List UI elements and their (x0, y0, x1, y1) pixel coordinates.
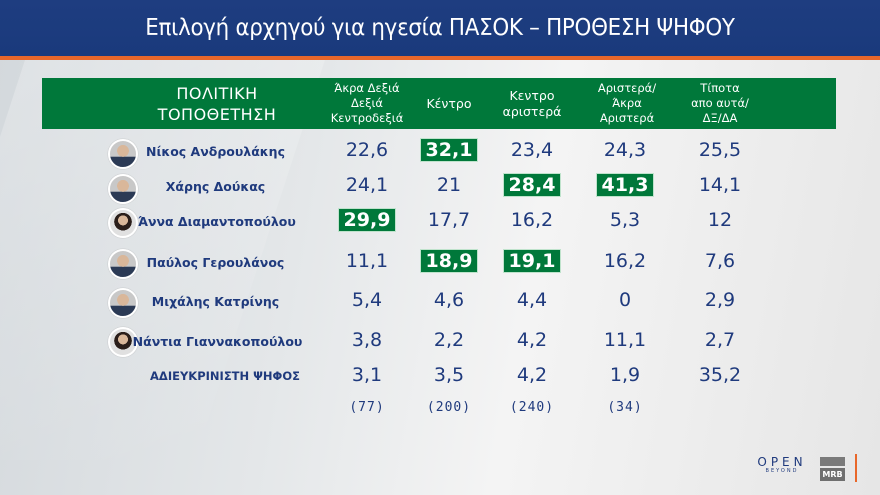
column-header-line: Άκρα (612, 96, 642, 110)
table-row: Νίκος Ανδρουλάκης 22,6 32,1 23,4 24,3 25… (0, 135, 880, 169)
value-cell: 4,2 (516, 364, 548, 386)
value-cell: 3,1 (351, 364, 383, 386)
column-header-center: Κέντρο (414, 78, 484, 129)
row-header-line: ΠΟΛΙΤΙΚΗ (176, 83, 258, 103)
column-header-line: απο αυτά/ (691, 96, 749, 110)
value-cell: 24,3 (603, 139, 647, 161)
column-header-none: Τίποτα απο αυτά/ΔΞ/ΔΑ (680, 78, 760, 129)
value-cell: 2,2 (433, 329, 465, 351)
value-cell: 25,5 (698, 139, 742, 161)
value-cell: 3,8 (351, 329, 383, 351)
candidate-name: Χάρης Δούκας (165, 179, 266, 194)
mrb-logo: MRB (820, 457, 845, 481)
column-header-line: Κεντροδεξιά (330, 111, 404, 125)
value-cell: 17,7 (427, 209, 471, 231)
value-cell: 0 (618, 289, 632, 311)
page-title: Επιλογή αρχηγού για ηγεσία ΠΑΣΟΚ – ΠΡΟΘΕ… (145, 15, 735, 41)
open-logo-text: OPEN (757, 455, 807, 469)
value-cell: 4,6 (433, 289, 465, 311)
value-cell-highlighted: 29,9 (332, 208, 402, 232)
column-header-line: Κεντρο (509, 87, 555, 103)
column-header-line: ΔΞ/ΔΑ (702, 111, 738, 125)
value-cell: 2,7 (704, 329, 736, 351)
column-header-line: Κέντρο (426, 96, 472, 111)
value-cell: 21 (436, 174, 462, 196)
avatar (108, 208, 138, 238)
value-cell: 11,1 (603, 329, 647, 351)
value-cell: 4,4 (516, 289, 548, 311)
accent-divider (0, 56, 880, 60)
candidate-name: Νάντια Γιαννακοπούλου (132, 334, 303, 349)
table-row: ΑΔΙΕΥΚΡΙΝΙΣΤΗ ΨΗΦΟΣ 3,1 3,5 4,2 1,9 35,2 (0, 360, 880, 394)
accent-bar (855, 454, 857, 482)
sample-size: (34) (607, 400, 643, 415)
sample-size: (77) (349, 400, 385, 415)
value-cell: 23,4 (510, 139, 554, 161)
column-header-center-left: Κεντρο αριστερά (497, 78, 567, 129)
sample-size: (200) (426, 400, 472, 415)
avatar (108, 327, 138, 357)
table-row: Μιχάλης Κατρίνης 5,4 4,6 4,4 0 2,9 (0, 285, 880, 319)
mrb-logo-bar (820, 457, 845, 466)
table-row: Χάρης Δούκας 24,1 21 28,4 41,3 14,1 (0, 170, 880, 204)
value-cell: 11,1 (345, 250, 389, 272)
open-logo-subtext: BEYOND (765, 468, 799, 474)
value-cell: 35,2 (698, 364, 742, 386)
value-cell: 5,3 (609, 209, 641, 231)
value-cell: 2,9 (704, 289, 736, 311)
candidate-name: Άννα Διαμαντοπούλου (138, 214, 296, 229)
column-header-line: Άκρα Δεξιά (334, 81, 400, 95)
value-cell: 7,6 (704, 250, 736, 272)
value-cell: 4,2 (516, 329, 548, 351)
table-header: ΠΟΛΙΤΙΚΗ ΤΟΠΟΘΕΤΗΣΗ Άκρα Δεξιά Δεξιά Κεντρο… (42, 78, 836, 129)
value-cell: 12 (707, 209, 733, 231)
value-cell-highlighted: 19,1 (497, 249, 567, 273)
value-cell: 16,2 (510, 209, 554, 231)
value-cell: 16,2 (603, 250, 647, 272)
undecided-label: ΑΔΙΕΥΚΡΙΝΙΣΤΗ ΨΗΦΟΣ (150, 369, 300, 383)
column-header-line: Αριστερά/ (597, 81, 657, 95)
value-cell: 14,1 (698, 174, 742, 196)
value-cell-highlighted: 18,9 (414, 249, 484, 273)
value-cell: 5,4 (351, 289, 383, 311)
open-logo: OPEN BEYOND (757, 455, 807, 474)
sample-size-row: (77) (200) (240) (34) (0, 398, 880, 432)
column-header-right: Άκρα Δεξιά Δεξιά Κεντροδεξιά (327, 78, 407, 129)
avatar (108, 288, 138, 318)
mrb-logo-text: MRB (820, 468, 845, 481)
candidate-name: Παύλος Γερουλάνος (146, 255, 285, 270)
value-cell-highlighted: 32,1 (414, 138, 484, 162)
sample-size: (240) (509, 400, 555, 415)
table-row: Άννα Διαμαντοπούλου 29,9 17,7 16,2 5,3 1… (0, 205, 880, 239)
value-cell-highlighted: 41,3 (590, 173, 660, 197)
value-cell: 24,1 (345, 174, 389, 196)
table-row: Νάντια Γιαννακοπούλου 3,8 2,2 4,2 11,1 2… (0, 325, 880, 359)
candidate-name: Νίκος Ανδρουλάκης (145, 144, 285, 159)
value-cell: 1,9 (609, 364, 641, 386)
row-header-line: ΤΟΠΟΘΕΤΗΣΗ (157, 104, 277, 124)
avatar (108, 139, 138, 169)
avatar (108, 174, 138, 204)
value-cell: 22,6 (345, 139, 389, 161)
candidate-name: Μιχάλης Κατρίνης (151, 294, 280, 309)
row-header-label: ΠΟΛΙΤΙΚΗ ΤΟΠΟΘΕΤΗΣΗ (142, 78, 292, 129)
column-header-line: Αριστερά (599, 111, 655, 125)
value-cell-highlighted: 28,4 (497, 173, 567, 197)
table-row: Παύλος Γερουλάνος 11,1 18,9 19,1 16,2 7,… (0, 246, 880, 280)
title-bar: Επιλογή αρχηγού για ηγεσία ΠΑΣΟΚ – ΠΡΟΘΕ… (0, 0, 880, 56)
column-header-line: αριστερά (502, 103, 562, 119)
avatar (108, 249, 138, 279)
column-header-left: Αριστερά/Άκρα Αριστερά (587, 78, 667, 129)
column-header-line: Δεξιά (351, 96, 383, 110)
column-header-line: Τίποτα (700, 81, 740, 95)
value-cell: 3,5 (433, 364, 465, 386)
